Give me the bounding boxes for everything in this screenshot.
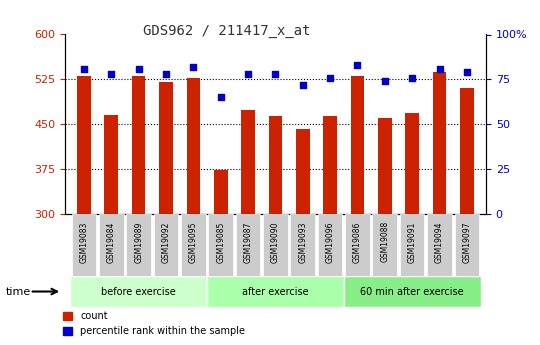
Text: before exercise: before exercise <box>102 287 176 296</box>
Bar <box>433 72 447 214</box>
Bar <box>350 76 365 214</box>
Text: after exercise: after exercise <box>242 287 309 296</box>
FancyBboxPatch shape <box>427 214 452 276</box>
Legend: count, percentile rank within the sample: count, percentile rank within the sample <box>59 307 249 340</box>
Point <box>217 95 225 100</box>
FancyBboxPatch shape <box>291 214 315 276</box>
Text: GSM19094: GSM19094 <box>435 221 444 263</box>
Text: GSM19085: GSM19085 <box>216 221 225 263</box>
FancyBboxPatch shape <box>373 214 397 276</box>
Text: GSM19093: GSM19093 <box>298 221 307 263</box>
Text: GSM19092: GSM19092 <box>161 221 171 263</box>
Bar <box>460 88 474 214</box>
Text: GSM19089: GSM19089 <box>134 221 143 263</box>
FancyBboxPatch shape <box>154 214 178 276</box>
Point <box>134 66 143 71</box>
Bar <box>159 82 173 214</box>
Point <box>408 75 416 80</box>
Bar <box>378 118 392 214</box>
Bar <box>186 78 200 214</box>
Bar <box>132 76 145 214</box>
Bar <box>104 115 118 214</box>
Point <box>299 82 307 88</box>
Text: GSM19087: GSM19087 <box>244 221 253 263</box>
Bar <box>214 170 227 214</box>
FancyBboxPatch shape <box>236 214 260 276</box>
FancyBboxPatch shape <box>344 276 481 307</box>
FancyBboxPatch shape <box>455 214 479 276</box>
Text: GSM19090: GSM19090 <box>271 221 280 263</box>
FancyBboxPatch shape <box>318 214 342 276</box>
FancyBboxPatch shape <box>263 214 288 276</box>
Point <box>107 71 116 77</box>
FancyBboxPatch shape <box>72 214 96 276</box>
Text: 60 min after exercise: 60 min after exercise <box>360 287 464 296</box>
Text: GSM19084: GSM19084 <box>107 221 116 263</box>
FancyBboxPatch shape <box>126 214 151 276</box>
Bar <box>241 110 255 214</box>
Bar <box>323 116 337 214</box>
Bar <box>77 76 91 214</box>
Bar <box>406 114 419 214</box>
Text: GSM19088: GSM19088 <box>380 221 389 263</box>
Point <box>189 64 198 70</box>
Point <box>79 66 88 71</box>
Text: GSM19097: GSM19097 <box>462 221 471 263</box>
Bar <box>268 116 282 214</box>
Point <box>463 69 471 75</box>
Point <box>435 66 444 71</box>
FancyBboxPatch shape <box>99 214 124 276</box>
Point <box>381 78 389 84</box>
Text: time: time <box>5 287 31 296</box>
FancyBboxPatch shape <box>207 276 344 307</box>
Point <box>326 75 334 80</box>
Text: GSM19091: GSM19091 <box>408 221 417 263</box>
Text: GSM19096: GSM19096 <box>326 221 335 263</box>
Text: GSM19083: GSM19083 <box>79 221 89 263</box>
FancyBboxPatch shape <box>70 276 207 307</box>
FancyBboxPatch shape <box>400 214 424 276</box>
FancyBboxPatch shape <box>208 214 233 276</box>
Bar <box>296 129 309 214</box>
Point <box>271 71 280 77</box>
Text: GDS962 / 211417_x_at: GDS962 / 211417_x_at <box>143 24 310 38</box>
Text: GSM19095: GSM19095 <box>189 221 198 263</box>
Point <box>161 71 170 77</box>
Point <box>353 62 362 68</box>
Point <box>244 71 252 77</box>
Text: GSM19086: GSM19086 <box>353 221 362 263</box>
FancyBboxPatch shape <box>345 214 370 276</box>
FancyBboxPatch shape <box>181 214 206 276</box>
